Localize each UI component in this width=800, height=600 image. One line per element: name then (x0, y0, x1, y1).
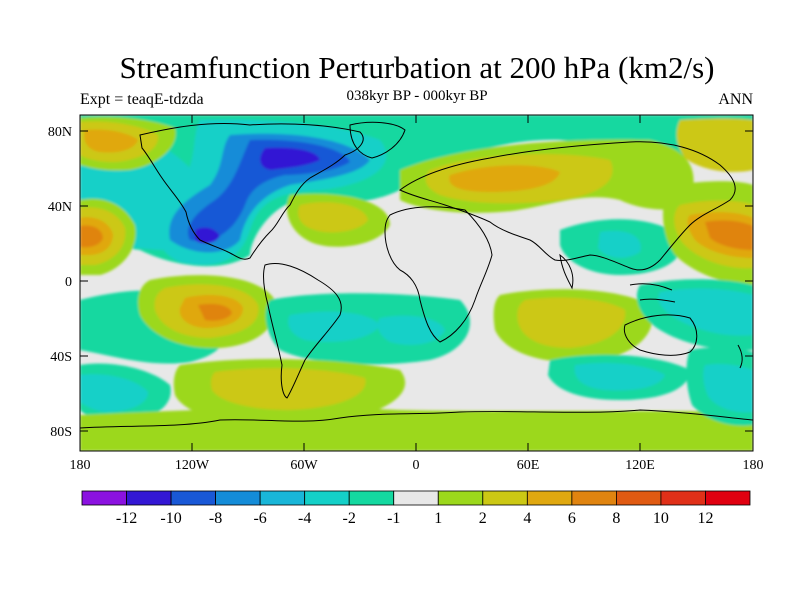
contour-australia-cyan (658, 288, 753, 336)
map-title: Streamfunction Perturbation at 200 hPa (… (119, 50, 715, 85)
colorbar-label: 2 (479, 510, 487, 527)
lat-tick-label: 40S (50, 350, 72, 365)
lon-tick-label: 180 (70, 458, 91, 473)
lon-tick-marks (79, 115, 754, 451)
colorbar-label: -6 (253, 510, 266, 527)
colorbar-swatch (259, 490, 306, 506)
colorbar-swatch (126, 490, 172, 506)
africa-coast (384, 206, 493, 343)
antarctica-coast (80, 409, 753, 429)
contour-eurasia-orange (449, 165, 560, 192)
south-america-coast (263, 263, 342, 399)
colorbar-swatch (393, 490, 439, 506)
colorbar-swatch (526, 490, 573, 506)
australia-coast (623, 314, 698, 356)
lat-tick-label: 80S (50, 425, 72, 440)
colorbar-label: 10 (653, 510, 669, 527)
lat-tick-label: 40N (48, 200, 72, 215)
colorbar-label: -4 (298, 510, 311, 527)
season-label: ANN (718, 91, 753, 108)
lon-tick-label: 0 (413, 458, 420, 473)
lon-tick-label: 60W (290, 458, 318, 473)
colorbar-swatch (705, 490, 751, 506)
colorbar-swatch (571, 490, 617, 506)
eurasia-coast (399, 141, 736, 271)
lon-tick-label: 60E (517, 458, 540, 473)
colorbar-label: -8 (209, 510, 222, 527)
colorbar-label: -10 (160, 510, 181, 527)
colorbar-label: -1 (387, 510, 400, 527)
colorbar-swatch (348, 490, 395, 506)
contour-arctic-dark-orange-west (84, 129, 138, 153)
contour-east-pacific-dark-orange (80, 225, 103, 248)
colorbar-label: -12 (116, 510, 137, 527)
colorbar-label: -2 (343, 510, 356, 527)
lon-tick-label: 120E (625, 458, 655, 473)
colorbar-label: 1 (434, 510, 442, 527)
colorbar-swatch (437, 490, 484, 506)
lat-tick-labels: 80N 40N 0 40S 80S (48, 125, 72, 440)
colorbar-swatch (170, 490, 216, 506)
colorbar-label: 4 (523, 510, 531, 527)
india-coast (559, 253, 574, 290)
contour-indian-ocean-yellow (517, 297, 626, 348)
colorbar-swatch (660, 490, 706, 506)
contour-east-asia-cyan (598, 230, 641, 258)
colorbar-label: 12 (697, 510, 713, 527)
contour-atlantic-yellow (298, 202, 368, 233)
lat-tick-marks (80, 130, 753, 432)
map-panel (80, 115, 753, 451)
colorbar-swatch (616, 490, 662, 506)
lat-tick-label: 80N (48, 125, 72, 140)
contour-gulf-blue-core (195, 227, 220, 244)
colorbar-swatch (81, 490, 127, 506)
lon-tick-label: 120W (175, 458, 210, 473)
colorbar-label: 8 (612, 510, 620, 527)
colorbar-labels: -12 -10 -8 -6 -4 -2 -1 1 2 4 6 8 10 12 (116, 510, 714, 527)
lon-tick-labels: 180 120W 60W 0 60E 120E 180 (70, 458, 764, 473)
colorbar (81, 490, 751, 506)
contour-indian-ocean-south-cyan (574, 363, 665, 391)
contour-southern-atlantic-yellow (211, 368, 366, 410)
colorbar-swatch (482, 490, 528, 506)
contour-na-blue-mid (188, 139, 350, 241)
colorbar-swatch (215, 490, 261, 506)
contour-southern-east-cyan (703, 363, 753, 413)
contour-na-blue-core (260, 147, 320, 170)
contour-south-pacific-dark-orange (198, 303, 232, 321)
period-label: 038kyr BP - 000kyr BP (346, 88, 488, 104)
lat-tick-label: 0 (65, 275, 72, 290)
new-zealand-coast (737, 344, 743, 369)
contour-arctic-yellow-east (676, 118, 753, 172)
contour-fields (80, 115, 753, 451)
contour-southern-west-cyan (80, 374, 148, 412)
coastlines (80, 121, 753, 429)
greenland-coast (349, 121, 406, 159)
lon-tick-label: 180 (743, 458, 764, 473)
north-america-coast (139, 122, 364, 260)
contour-west-pacific-dark-orange (705, 220, 753, 250)
colorbar-swatch (304, 490, 350, 506)
colorbar-label: 6 (568, 510, 576, 527)
indonesia-coast (629, 283, 676, 303)
experiment-label: Expt = teaqE-tdzda (80, 91, 204, 108)
contour-south-atlantic-cyan (288, 311, 380, 342)
contour-south-atlantic-cyan-east (377, 315, 445, 345)
